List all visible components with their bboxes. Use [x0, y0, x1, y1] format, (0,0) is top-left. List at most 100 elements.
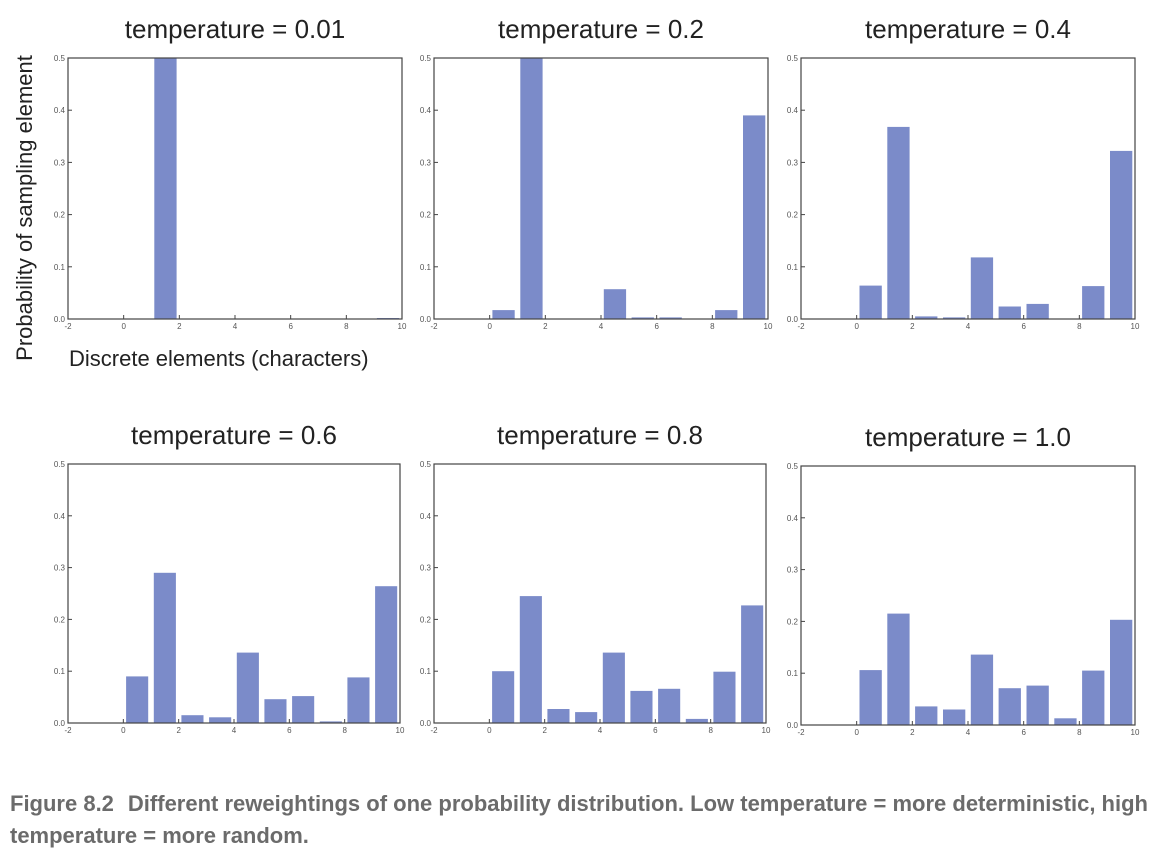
y-tick-label: 0.1 [54, 263, 66, 272]
y-tick-label: 0.5 [787, 462, 799, 471]
bar [603, 289, 627, 319]
x-tick-label: 0 [487, 322, 492, 331]
x-tick-label: 10 [764, 322, 773, 331]
x-tick-label: 2 [176, 726, 181, 735]
bar [1110, 150, 1133, 319]
x-tick-label: -2 [64, 726, 72, 735]
bar [1026, 685, 1049, 725]
bar [943, 317, 966, 319]
x-tick-label: 8 [344, 322, 349, 331]
plot-frame [67, 57, 403, 320]
chart-panels: temperature = 0.01 0.0 0.1 0.2 0.3 0.4 0.5 -2 0 2… [54, 14, 1140, 737]
bar [631, 317, 654, 319]
bar [181, 715, 204, 723]
bar [943, 709, 966, 725]
y-axis-label: Probability of sampling element [12, 55, 37, 361]
y-tick-label: 0.1 [787, 263, 799, 272]
bar [915, 316, 938, 319]
bar [520, 58, 543, 319]
x-tick-label: 10 [762, 726, 771, 735]
y-tick-label: 0.5 [787, 54, 799, 63]
x-tick-label: 2 [910, 322, 915, 331]
y-tick-label: 0.2 [787, 211, 799, 220]
x-tick-label: -2 [64, 322, 72, 331]
x-tick-label: 4 [966, 322, 971, 331]
bar [887, 613, 910, 725]
panel-title: temperature = 0.01 [125, 14, 345, 44]
y-tick-label: 0.4 [54, 512, 66, 521]
x-tick-label: 2 [543, 322, 548, 331]
y-tick-label: 0.0 [420, 719, 432, 728]
x-tick-label: 6 [653, 726, 658, 735]
y-tick-label: 0.2 [54, 211, 66, 220]
bar [209, 717, 232, 723]
bar [1082, 670, 1105, 725]
y-tick-label: 0.0 [54, 315, 66, 324]
y-tick-label: 0.5 [54, 54, 66, 63]
bar [915, 706, 938, 725]
bar [859, 670, 882, 725]
bar [741, 605, 764, 723]
bar [264, 699, 287, 723]
x-tick-label: 4 [233, 322, 238, 331]
bar [859, 285, 882, 319]
bar [292, 696, 315, 723]
bar [1082, 286, 1105, 319]
plot-frame [800, 57, 1136, 320]
y-tick-label: 0.0 [787, 315, 799, 324]
y-tick-label: 0.2 [54, 615, 66, 624]
x-tick-label: 2 [542, 726, 547, 735]
bar [1026, 303, 1049, 319]
bar [602, 652, 625, 723]
bar [547, 709, 570, 723]
x-tick-label: 10 [398, 322, 407, 331]
y-tick-label: 0.2 [420, 615, 432, 624]
bar [319, 721, 342, 723]
bar [658, 688, 681, 723]
x-tick-label: 0 [854, 322, 859, 331]
panel-title: temperature = 0.6 [131, 420, 337, 450]
y-tick-label: 0.3 [787, 158, 799, 167]
x-tick-label: 4 [598, 726, 603, 735]
x-tick-label: -2 [797, 728, 805, 737]
bar [153, 572, 176, 723]
bar [887, 126, 910, 320]
bar [970, 654, 994, 725]
panel-title: temperature = 1.0 [865, 422, 1071, 452]
bar [236, 652, 259, 723]
panel-title: temperature = 0.2 [498, 14, 704, 44]
bar [347, 677, 370, 723]
x-tick-label: 6 [654, 322, 659, 331]
y-tick-label: 0.5 [420, 460, 432, 469]
chart-panel: temperature = 0.8 0.0 0.1 0.2 0.3 0.4 0.5 -2 0 2 4… [420, 420, 771, 735]
x-axis-label: Discrete elements (characters) [69, 346, 369, 371]
x-tick-label: 0 [854, 728, 859, 737]
chart-panel: temperature = 0.6 0.0 0.1 0.2 0.3 0.4 0.5 -2 0 2 4… [54, 420, 405, 735]
x-tick-label: 6 [1021, 728, 1026, 737]
x-tick-label: -2 [430, 322, 438, 331]
y-tick-label: 0.1 [420, 667, 432, 676]
chart-panel: temperature = 0.01 0.0 0.1 0.2 0.3 0.4 0.5 -2 0 2… [54, 14, 407, 331]
bar [1054, 718, 1077, 725]
plot-frame [433, 57, 769, 320]
bar [375, 586, 398, 723]
bar [126, 676, 149, 723]
x-tick-label: 8 [710, 322, 715, 331]
y-tick-label: 0.0 [787, 721, 799, 730]
x-tick-label: 4 [599, 322, 604, 331]
y-tick-label: 0.2 [787, 617, 799, 626]
bar [492, 671, 515, 723]
y-tick-label: 0.4 [787, 514, 799, 523]
x-tick-label: 6 [288, 322, 293, 331]
y-tick-label: 0.3 [420, 564, 432, 573]
x-tick-label: 0 [121, 322, 126, 331]
bar [715, 310, 738, 319]
bar [743, 115, 766, 320]
y-tick-label: 0.0 [54, 719, 66, 728]
bar [1110, 619, 1133, 725]
y-tick-label: 0.4 [420, 512, 432, 521]
bar [713, 671, 736, 723]
x-tick-label: 6 [287, 726, 292, 735]
bar [154, 58, 177, 319]
